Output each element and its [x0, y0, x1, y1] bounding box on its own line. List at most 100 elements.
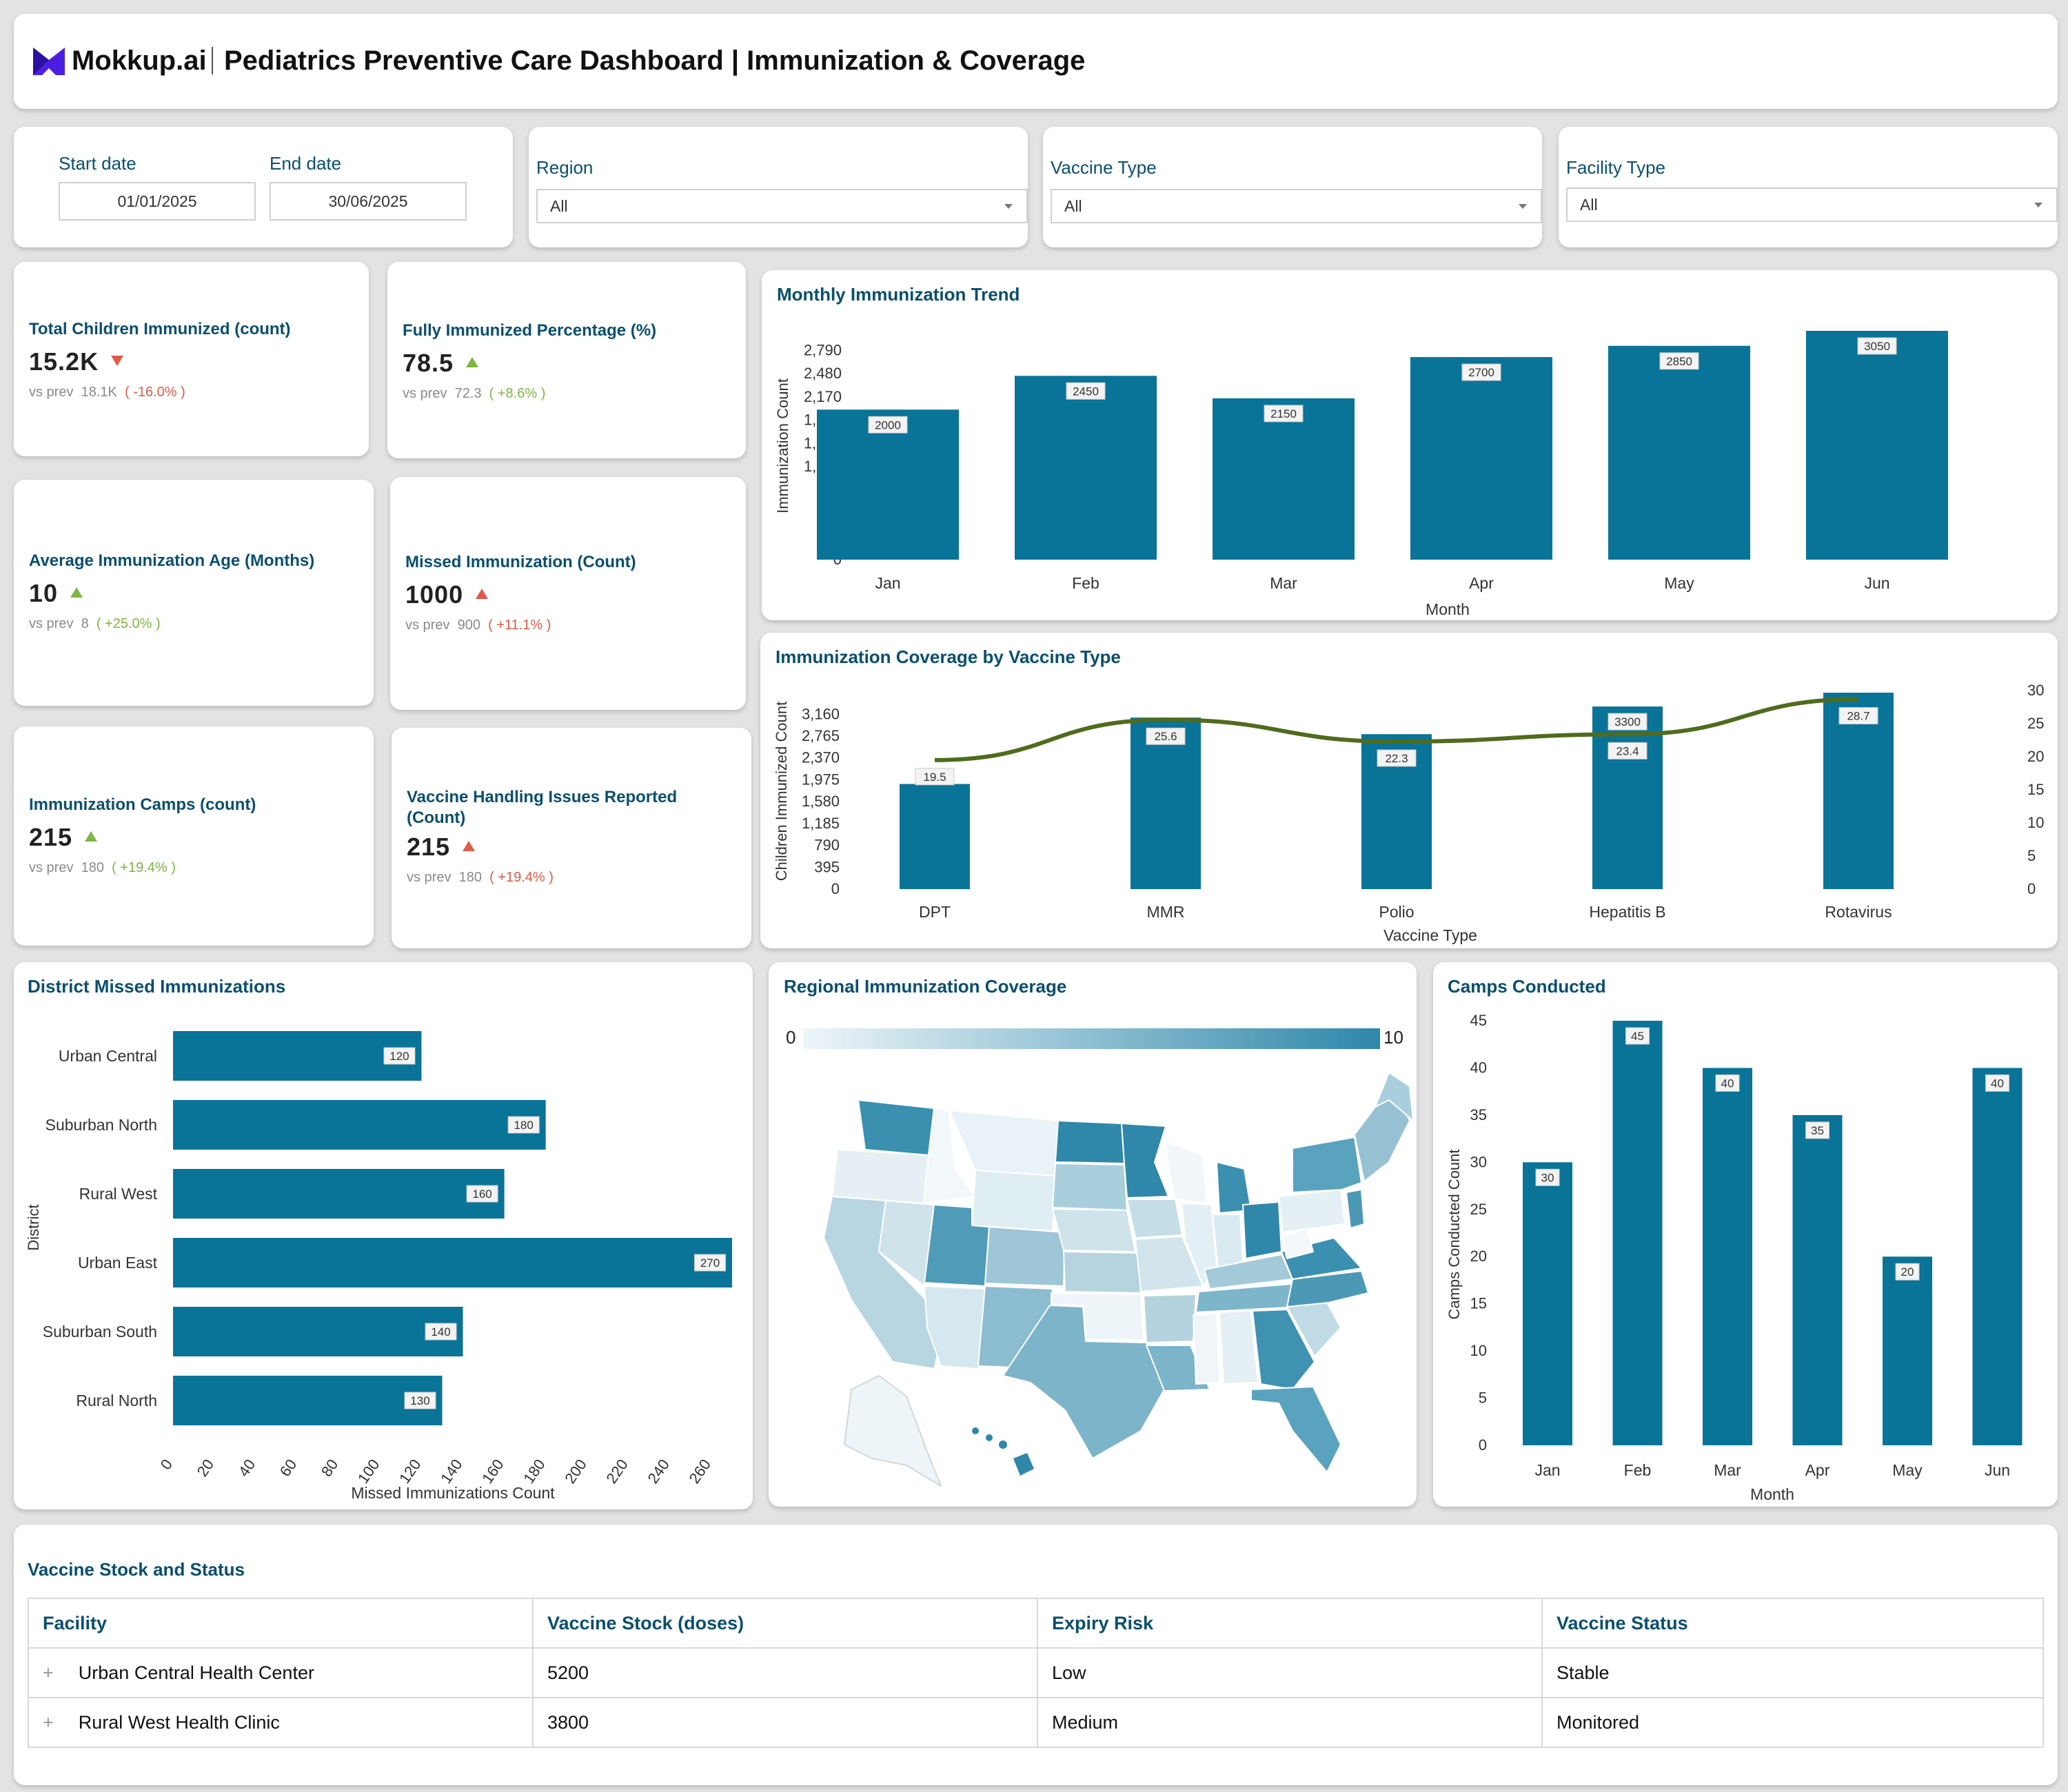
state-region-wisconsin	[1165, 1141, 1208, 1204]
kpi-prev: vs prev 72.3 ( +8.6% )	[403, 386, 546, 401]
x-tick-label: 60	[276, 1456, 301, 1480]
state-region-mississippi	[1193, 1313, 1220, 1385]
state-region-pennsylvania	[1278, 1189, 1346, 1233]
data-label-box	[1805, 1121, 1829, 1139]
data-label: 2850	[1666, 355, 1692, 368]
data-label-box	[1838, 706, 1878, 724]
x-tick-label: Hepatitis B	[1589, 903, 1665, 921]
y-tick-label: 40	[1470, 1059, 1487, 1076]
data-label-box	[1066, 382, 1106, 400]
y2-tick-label: 5	[2027, 847, 2036, 864]
data-label: 3050	[1864, 340, 1890, 353]
column-header-facility[interactable]: Facility	[28, 1598, 534, 1649]
y-axis-label: District	[25, 1204, 42, 1250]
x-tick-label: 40	[235, 1456, 259, 1480]
x-tick-label: Jan	[1534, 1461, 1560, 1479]
bar	[1612, 1021, 1663, 1445]
bar	[1015, 376, 1157, 560]
state-region-maine	[1375, 1072, 1414, 1121]
state-region-alaska	[844, 1375, 942, 1487]
data-label: 270	[700, 1256, 720, 1270]
data-label-box	[466, 1185, 498, 1203]
end-date-input[interactable]: 30/06/2025	[270, 182, 467, 221]
data-label: 40	[1721, 1077, 1734, 1090]
bar	[1410, 357, 1552, 560]
y-tick-label: Suburban North	[45, 1116, 157, 1134]
chevron-down-icon	[1519, 203, 1527, 209]
chart-title: District Missed Immunizations	[28, 976, 286, 997]
kpi-title: Vaccine Handling Issues Reported (Count)	[407, 788, 678, 827]
column-header-expiry-risk[interactable]: Expiry Risk	[1037, 1598, 1543, 1649]
vaccine-stock-table: Facility Vaccine Stock (doses) Expiry Ri…	[28, 1598, 2044, 1748]
bar	[1703, 1068, 1752, 1445]
y-tick-label: 1,185	[802, 815, 840, 832]
bar	[1213, 398, 1355, 560]
kpi-card-handling-issues: Vaccine Handling Issues Reported (Count) …	[392, 728, 751, 948]
kpi-card-total-immunized: Total Children Immunized (count) 15.2K v…	[14, 262, 369, 456]
state-region-indiana	[1212, 1214, 1244, 1269]
scale-min-label: 0	[786, 1027, 796, 1048]
x-tick-label: Polio	[1379, 903, 1414, 921]
column-header-status[interactable]: Vaccine Status	[1541, 1598, 2044, 1649]
x-tick-label: May	[1892, 1461, 1923, 1479]
x-tick-label: Jan	[875, 574, 900, 592]
x-tick-label: Mar	[1270, 574, 1297, 592]
y2-tick-label: 15	[2027, 781, 2044, 798]
start-date-input[interactable]: 01/01/2025	[59, 182, 256, 221]
facility-type-dropdown[interactable]: All	[1566, 187, 2058, 222]
region-filter-card: Region All	[529, 127, 1028, 247]
page-title: Pediatrics Preventive Care Dashboard | I…	[224, 45, 1086, 76]
table-row[interactable]: + Rural West Health Clinic 3800 Medium Mo…	[28, 1697, 2044, 1748]
state-region-iowa	[1126, 1199, 1183, 1239]
vaccine-type-filter-card: Vaccine Type All	[1043, 127, 1542, 247]
y-tick-label: 30	[1470, 1153, 1487, 1170]
kpi-card-missed-immunization: Missed Immunization (Count) 1000 vs prev…	[390, 477, 746, 710]
state-region-wyoming	[971, 1170, 1056, 1232]
y-tick-label: 2,170	[804, 388, 842, 405]
state-region-arkansas	[1143, 1294, 1197, 1343]
y-tick-label: 45	[1470, 1012, 1487, 1029]
region-value: All	[550, 196, 568, 215]
bar	[1823, 693, 1894, 889]
y2-tick-label: 25	[2027, 715, 2044, 732]
x-tick-label: 100	[354, 1456, 383, 1487]
x-tick-label: Jun	[1985, 1461, 2010, 1479]
kpi-prev: vs prev 180 ( +19.4% )	[29, 860, 176, 875]
state-region-north-dakota	[1055, 1120, 1125, 1164]
y-tick-label: 2,790	[804, 341, 842, 358]
bar	[1972, 1068, 2023, 1445]
y-axis-label: Immunization Count	[774, 378, 791, 513]
state-region-south-dakota	[1052, 1163, 1128, 1211]
data-label-box	[1535, 1168, 1560, 1186]
y-tick-label: Rural North	[76, 1392, 157, 1409]
expiry-risk-cell: Medium	[1037, 1697, 1543, 1748]
data-label: 25.6	[1154, 730, 1177, 743]
chart-title: Camps Conducted	[1448, 976, 1606, 997]
y-tick-label: 790	[814, 837, 840, 854]
expand-plus-icon[interactable]: +	[43, 1711, 54, 1733]
kpi-card-fully-immunized: Fully Immunized Percentage (%) 78.5 vs p…	[387, 262, 746, 458]
y2-tick-label: 30	[2027, 682, 2044, 699]
monthly-trend-card: Monthly Immunization Trend 03106209301,2…	[762, 270, 2058, 620]
vaccine-type-dropdown[interactable]: All	[1051, 189, 1542, 223]
trend-down-icon	[111, 355, 124, 366]
x-axis-label: Vaccine Type	[1383, 926, 1477, 944]
data-label: 30	[1541, 1171, 1554, 1184]
state-region-montana	[949, 1110, 1059, 1177]
data-label-box	[1146, 727, 1186, 745]
header-divider	[212, 47, 213, 74]
state-region-georgia	[1252, 1309, 1315, 1390]
data-label-box	[1895, 1263, 1920, 1281]
x-tick-label: Jun	[1864, 574, 1889, 592]
y2-tick-label: 20	[2027, 748, 2044, 765]
column-header-stock[interactable]: Vaccine Stock (doses)	[532, 1598, 1038, 1649]
bar	[1792, 1114, 1843, 1445]
expand-plus-icon[interactable]: +	[43, 1662, 54, 1683]
state-region-north-carolina	[1286, 1270, 1369, 1307]
region-label: Region	[536, 157, 594, 178]
table-row[interactable]: + Urban Central Health Center 5200 Low St…	[28, 1647, 2044, 1698]
x-tick-label: May	[1664, 574, 1694, 592]
region-dropdown[interactable]: All	[536, 189, 1028, 223]
bar	[173, 1238, 732, 1287]
data-label-box	[915, 768, 955, 786]
